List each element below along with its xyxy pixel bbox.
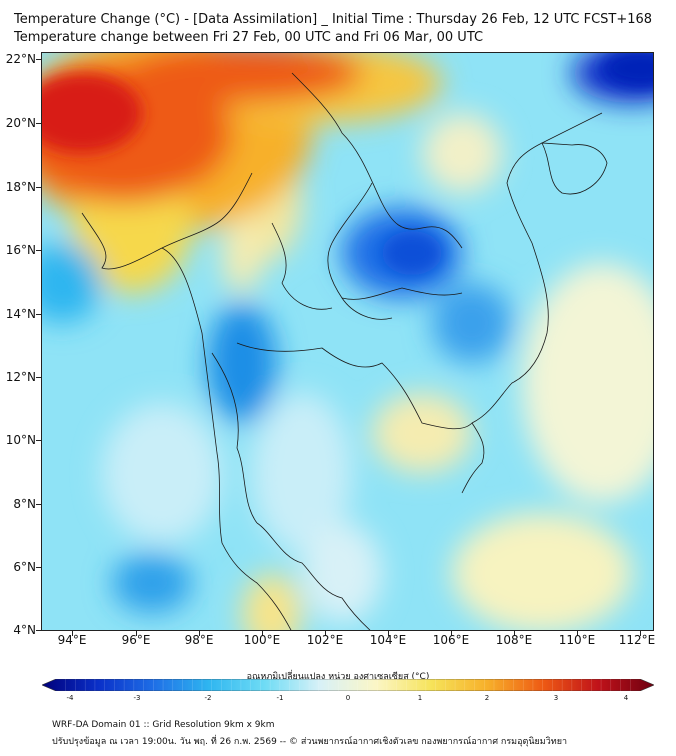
colorbar-tick-label: 0	[345, 694, 351, 702]
colorbar-tick-label: -1	[276, 694, 284, 702]
lat-tick	[36, 630, 41, 631]
colorbar-tick-label: 1	[417, 694, 423, 702]
lat-tick	[36, 504, 41, 505]
colorbar-tick-label: -4	[66, 694, 74, 702]
map-title-line1: Temperature Change (°C) - [Data Assimila…	[14, 12, 653, 27]
lon-label-104e: 104°E	[369, 633, 407, 647]
lat-tick	[36, 567, 41, 568]
lon-label-108e: 108°E	[495, 633, 533, 647]
lon-label-106e: 106°E	[432, 633, 470, 647]
lon-label-110e: 110°E	[558, 633, 596, 647]
temperature-change-map	[41, 52, 654, 631]
lat-tick	[36, 250, 41, 251]
lat-label-4n: 4°N	[13, 623, 36, 637]
temperature-field	[42, 53, 653, 630]
footer-model-info: WRF-DA Domain 01 :: Grid Resolution 9km …	[52, 720, 275, 730]
lon-label-100e: 100°E	[243, 633, 281, 647]
lon-tick	[136, 631, 137, 636]
lat-label-12n: 12°N	[5, 370, 36, 384]
lat-label-16n: 16°N	[5, 243, 36, 257]
lat-tick	[36, 59, 41, 60]
lon-tick	[577, 631, 578, 636]
lon-tick	[262, 631, 263, 636]
colorbar-tick-label: 4	[623, 694, 629, 702]
colorbar-tick-label: -3	[133, 694, 141, 702]
lat-tick	[36, 440, 41, 441]
lon-label-98e: 98°E	[184, 633, 214, 647]
lon-tick	[199, 631, 200, 636]
lon-tick	[325, 631, 326, 636]
lat-tick	[36, 187, 41, 188]
lat-label-22n: 22°N	[5, 52, 36, 66]
lon-label-112e: 112°E	[618, 633, 656, 647]
lon-tick	[514, 631, 515, 636]
coastline-lines	[81, 72, 608, 630]
lat-label-8n: 8°N	[13, 497, 36, 511]
lon-tick	[451, 631, 452, 636]
lon-label-96e: 96°E	[121, 633, 151, 647]
colorbar-tick-label: 3	[553, 694, 559, 702]
lon-tick	[640, 631, 641, 636]
lat-tick	[36, 377, 41, 378]
lat-label-14n: 14°N	[5, 307, 36, 321]
lat-label-20n: 20°N	[5, 116, 36, 130]
colorbar-tick-label: -2	[204, 694, 212, 702]
colorbar-title: อุณหภูมิเปลี่ยนแปลง หน่วย องศาเซลเซียส (…	[246, 672, 430, 682]
map-title-line2: Temperature change between Fri 27 Feb, 0…	[14, 30, 484, 45]
lat-label-10n: 10°N	[5, 433, 36, 447]
colorbar	[42, 679, 654, 691]
lat-tick	[36, 314, 41, 315]
lat-label-18n: 18°N	[5, 180, 36, 194]
lon-tick	[72, 631, 73, 636]
lon-label-94e: 94°E	[57, 633, 87, 647]
lon-tick	[388, 631, 389, 636]
colorbar-tick-label: 2	[484, 694, 490, 702]
footer-credit: ปรับปรุงข้อมูล ณ เวลา 19:00น. วัน พฤ. ที…	[52, 737, 568, 747]
lat-tick	[36, 123, 41, 124]
lat-label-6n: 6°N	[13, 560, 36, 574]
lon-label-102e: 102°E	[306, 633, 344, 647]
